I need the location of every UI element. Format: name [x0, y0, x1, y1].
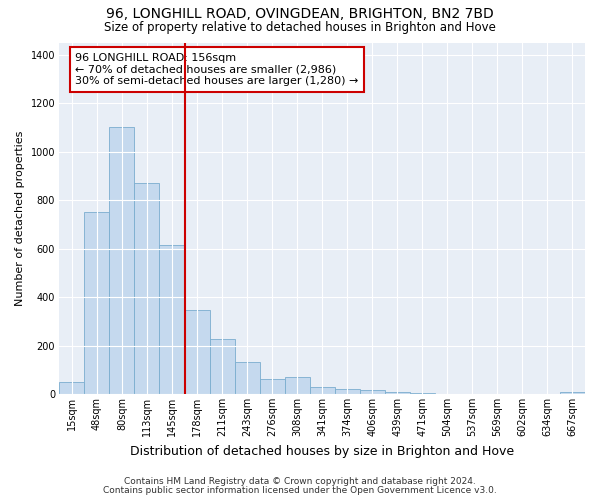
Bar — [260, 379, 284, 394]
Bar — [109, 128, 134, 394]
Text: Size of property relative to detached houses in Brighton and Hove: Size of property relative to detached ho… — [104, 21, 496, 34]
Bar — [59, 382, 85, 394]
Bar — [560, 392, 585, 394]
Bar — [160, 245, 185, 394]
Bar — [360, 390, 385, 394]
Text: 96, LONGHILL ROAD, OVINGDEAN, BRIGHTON, BN2 7BD: 96, LONGHILL ROAD, OVINGDEAN, BRIGHTON, … — [106, 8, 494, 22]
Bar — [185, 310, 209, 394]
Bar — [85, 212, 109, 394]
Bar — [209, 340, 235, 394]
Bar — [310, 386, 335, 394]
Bar — [335, 389, 360, 394]
X-axis label: Distribution of detached houses by size in Brighton and Hove: Distribution of detached houses by size … — [130, 444, 514, 458]
Y-axis label: Number of detached properties: Number of detached properties — [15, 130, 25, 306]
Bar — [235, 362, 260, 394]
Bar — [385, 392, 410, 394]
Text: 96 LONGHILL ROAD: 156sqm
← 70% of detached houses are smaller (2,986)
30% of sem: 96 LONGHILL ROAD: 156sqm ← 70% of detach… — [75, 53, 358, 86]
Bar — [134, 183, 160, 394]
Text: Contains HM Land Registry data © Crown copyright and database right 2024.: Contains HM Land Registry data © Crown c… — [124, 477, 476, 486]
Text: Contains public sector information licensed under the Open Government Licence v3: Contains public sector information licen… — [103, 486, 497, 495]
Bar — [284, 377, 310, 394]
